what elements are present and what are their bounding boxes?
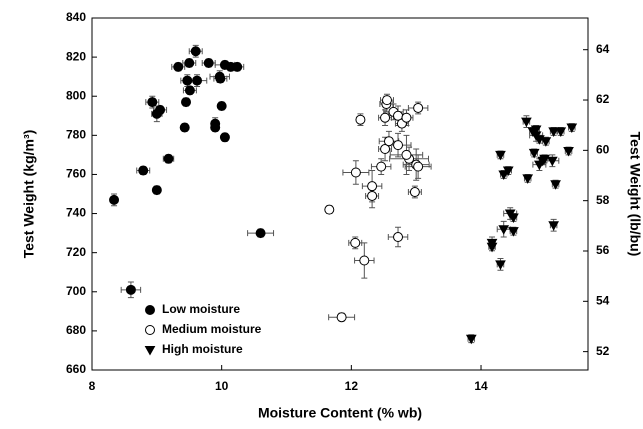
- legend-marker: [145, 325, 155, 335]
- point: [376, 161, 387, 172]
- point: [138, 165, 149, 176]
- point: [179, 122, 190, 133]
- point: [232, 61, 243, 72]
- y2-axis-label: Test Weight (lb/bu): [627, 132, 643, 257]
- y-tick-label: 800: [66, 88, 86, 102]
- point: [383, 136, 394, 147]
- y-tick-label: 780: [66, 128, 86, 142]
- point: [393, 232, 404, 243]
- x-tick-label: 8: [89, 379, 96, 393]
- legend-label: High moisture: [162, 342, 243, 356]
- point: [336, 312, 347, 323]
- point: [155, 104, 166, 115]
- point: [184, 57, 195, 68]
- point: [498, 170, 510, 180]
- y-tick-label: 660: [66, 362, 86, 376]
- point: [539, 154, 550, 165]
- point: [528, 148, 540, 159]
- y-tick-label: 840: [66, 10, 86, 24]
- point: [215, 73, 226, 84]
- y2-tick-label: 60: [596, 143, 610, 157]
- y-tick-label: 680: [66, 323, 86, 337]
- plot-frame: [91, 17, 589, 371]
- point: [184, 85, 195, 96]
- point: [109, 194, 120, 205]
- y2-tick-label: 58: [596, 193, 610, 207]
- point: [486, 242, 498, 253]
- point: [380, 112, 391, 123]
- legend-label: Medium moisture: [162, 322, 262, 336]
- point: [216, 101, 227, 111]
- y-tick-label: 760: [66, 167, 86, 181]
- point: [550, 180, 561, 190]
- point: [350, 167, 361, 178]
- point: [382, 95, 393, 106]
- point: [566, 123, 578, 134]
- point: [380, 144, 391, 155]
- point: [151, 185, 162, 196]
- point: [563, 146, 574, 157]
- point: [508, 227, 519, 237]
- point: [393, 140, 404, 151]
- point: [508, 213, 519, 223]
- x-tick-label: 12: [345, 379, 359, 393]
- legend-marker: [145, 305, 155, 315]
- y2-tick-label: 54: [596, 293, 610, 307]
- point: [502, 166, 514, 177]
- point: [540, 137, 552, 147]
- point: [548, 127, 559, 137]
- y2-tick-label: 56: [596, 243, 610, 257]
- point: [182, 75, 193, 86]
- y-tick-label: 700: [66, 284, 86, 298]
- point: [527, 127, 539, 137]
- point: [350, 237, 361, 248]
- point: [495, 150, 506, 161]
- point: [498, 225, 510, 235]
- point: [192, 75, 203, 86]
- point: [367, 190, 378, 201]
- point: [359, 255, 370, 266]
- x-tick-label: 14: [474, 379, 488, 393]
- point: [555, 127, 567, 137]
- point: [324, 204, 335, 215]
- y2-tick-label: 62: [596, 92, 610, 106]
- legend-marker: [144, 346, 156, 356]
- point: [548, 221, 559, 231]
- x-axis-label: Moisture Content (% wb): [258, 405, 422, 421]
- point: [367, 181, 378, 192]
- point: [147, 97, 158, 108]
- y2-tick-label: 52: [596, 344, 610, 358]
- y-tick-label: 740: [66, 206, 86, 220]
- point: [409, 187, 420, 198]
- point: [413, 102, 424, 113]
- point: [181, 97, 192, 108]
- point: [495, 260, 506, 270]
- point: [190, 46, 201, 57]
- point: [522, 174, 534, 184]
- point: [546, 156, 558, 167]
- point: [401, 149, 412, 160]
- x-tick-label: 10: [215, 379, 229, 393]
- y-axis-label: Test Weight (kg/m³): [21, 130, 37, 259]
- y-tick-label: 820: [66, 49, 86, 63]
- point: [413, 161, 424, 172]
- point: [203, 57, 214, 68]
- point: [401, 112, 412, 123]
- y2-tick-label: 64: [596, 42, 610, 56]
- point: [521, 117, 532, 128]
- point: [219, 132, 230, 143]
- point: [163, 153, 174, 164]
- point: [210, 122, 221, 133]
- point: [255, 228, 266, 239]
- point: [173, 61, 184, 72]
- point: [355, 114, 366, 125]
- point: [465, 334, 477, 345]
- point: [125, 284, 136, 295]
- legend-label: Low moisture: [162, 302, 240, 316]
- y-tick-label: 720: [66, 245, 86, 259]
